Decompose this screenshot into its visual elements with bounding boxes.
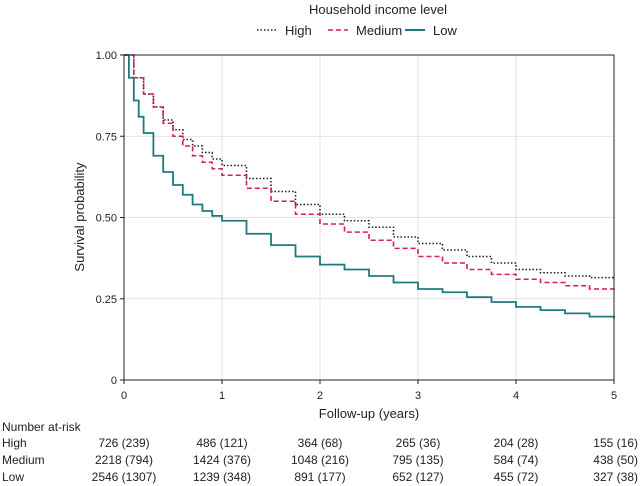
risk-cell-high-4: 204 (28) [494, 436, 539, 450]
legend-label-high: High [285, 23, 312, 38]
x-tick-label-5: 5 [611, 390, 617, 402]
y-axis-ticks: 0 0.25 0.50 0.75 1.00 [96, 50, 124, 387]
series-layer [124, 54, 615, 319]
y-tick-label-1: 0.25 [96, 294, 117, 306]
legend-label-medium: Medium [356, 23, 402, 38]
x-tick-label-2: 2 [317, 390, 323, 402]
legend-title: Household income level [309, 2, 447, 17]
risk-cell-high-5: 155 (16) [593, 436, 638, 450]
y-tick-label-4: 1.00 [96, 50, 117, 62]
x-tick-label-1: 1 [219, 390, 225, 402]
y-tick-label-3: 0.75 [96, 131, 117, 143]
risk-row-label-medium: Medium [2, 453, 45, 467]
y-tick-label-0: 0 [111, 375, 117, 387]
series-line-medium [124, 54, 615, 293]
y-tick-label-2: 0.50 [96, 213, 117, 225]
risk-row-label-low: Low [2, 470, 24, 484]
risk-cell-low-5: 327 (38) [593, 470, 638, 484]
risk-cell-medium-4: 584 (74) [494, 453, 539, 467]
risk-table-title: Number at-risk [2, 420, 82, 434]
risk-cell-medium-5: 438 (50) [593, 453, 638, 467]
risk-cell-low-0: 2546 (1307) [92, 470, 157, 484]
series-line-high [124, 54, 615, 280]
risk-cell-low-2: 891 (177) [294, 470, 345, 484]
x-axis-title: Follow-up (years) [319, 406, 419, 421]
x-tick-label-0: 0 [121, 390, 127, 402]
risk-cell-low-4: 455 (72) [494, 470, 539, 484]
x-tick-label-4: 4 [513, 390, 519, 402]
risk-row-label-high: High [2, 436, 27, 450]
x-axis-ticks: 0 1 2 3 4 5 [121, 380, 617, 402]
risk-cell-medium-3: 795 (135) [392, 453, 443, 467]
y-axis-title: Survival probability [72, 162, 87, 272]
risk-cell-medium-2: 1048 (216) [291, 453, 349, 467]
plot-area: 0 0.25 0.50 0.75 1.00 0 1 2 3 4 5 [96, 50, 617, 402]
risk-cell-high-3: 265 (36) [396, 436, 441, 450]
risk-cell-low-1: 1239 (348) [193, 470, 251, 484]
legend-label-low: Low [433, 23, 457, 38]
risk-cell-high-2: 364 (68) [298, 436, 343, 450]
risk-cell-medium-0: 2218 (794) [95, 453, 153, 467]
risk-cell-high-0: 726 (239) [98, 436, 149, 450]
x-tick-label-3: 3 [415, 390, 421, 402]
legend: Household income level High Medium Low [257, 2, 457, 38]
series-line-low [124, 54, 615, 319]
risk-cell-medium-1: 1424 (376) [193, 453, 251, 467]
risk-cell-low-3: 652 (127) [392, 470, 443, 484]
risk-cell-high-1: 486 (121) [196, 436, 247, 450]
risk-table: Number at-risk High 726 (239) 486 (121) 364… [2, 420, 638, 484]
